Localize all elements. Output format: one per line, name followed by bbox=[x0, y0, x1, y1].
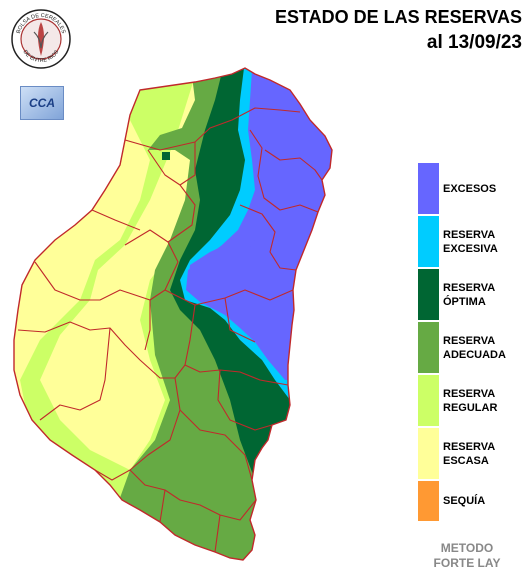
bolsa-cereales-logo: BOLSA DE CEREALES DE ENTRE RIOS bbox=[11, 9, 71, 69]
legend-item-excesos: EXCESOS bbox=[418, 163, 528, 214]
legend-label-reserva-adecuada: RESERVA ADECUADA bbox=[443, 334, 506, 361]
map-legend: EXCESOS RESERVA EXCESIVA RESERVA ÓPTIMA … bbox=[418, 163, 528, 523]
legend-swatch-sequia bbox=[418, 481, 439, 521]
legend-item-sequia: SEQUÍA bbox=[418, 481, 528, 521]
legend-swatch-reserva-escasa bbox=[418, 428, 439, 479]
legend-item-reserva-escasa: RESERVA ESCASA bbox=[418, 428, 528, 479]
legend-item-reserva-optima: RESERVA ÓPTIMA bbox=[418, 269, 528, 320]
legend-label-sequia: SEQUÍA bbox=[443, 495, 486, 507]
map-title: ESTADO DE LAS RESERVAS al 13/09/23 bbox=[275, 4, 522, 56]
method-note: METODO FORTE LAY bbox=[433, 541, 501, 570]
legend-label-reserva-regular: RESERVA REGULAR bbox=[443, 387, 498, 414]
cca-logo: CCA bbox=[20, 86, 64, 120]
legend-label-reserva-excesiva: RESERVA EXCESIVA bbox=[443, 228, 498, 255]
legend-label-reserva-escasa: RESERVA ESCASA bbox=[443, 440, 496, 467]
legend-swatch-reserva-optima bbox=[418, 269, 439, 320]
title-line-1: ESTADO DE LAS RESERVAS bbox=[274, 7, 522, 27]
legend-label-reserva-optima: RESERVA ÓPTIMA bbox=[443, 281, 496, 308]
legend-swatch-reserva-regular bbox=[418, 375, 439, 426]
legend-swatch-reserva-adecuada bbox=[418, 322, 439, 373]
legend-swatch-excesos bbox=[418, 163, 439, 214]
legend-label-excesos: EXCESOS bbox=[443, 182, 497, 195]
legend-item-reserva-regular: RESERVA REGULAR bbox=[418, 375, 528, 426]
cca-logo-text: CCA bbox=[29, 96, 55, 110]
legend-item-reserva-excesiva: RESERVA EXCESIVA bbox=[418, 216, 528, 267]
legend-item-reserva-adecuada: RESERVA ADECUADA bbox=[418, 322, 528, 373]
legend-swatch-reserva-excesiva bbox=[418, 216, 439, 267]
title-date: al 13/09/23 bbox=[426, 32, 522, 53]
